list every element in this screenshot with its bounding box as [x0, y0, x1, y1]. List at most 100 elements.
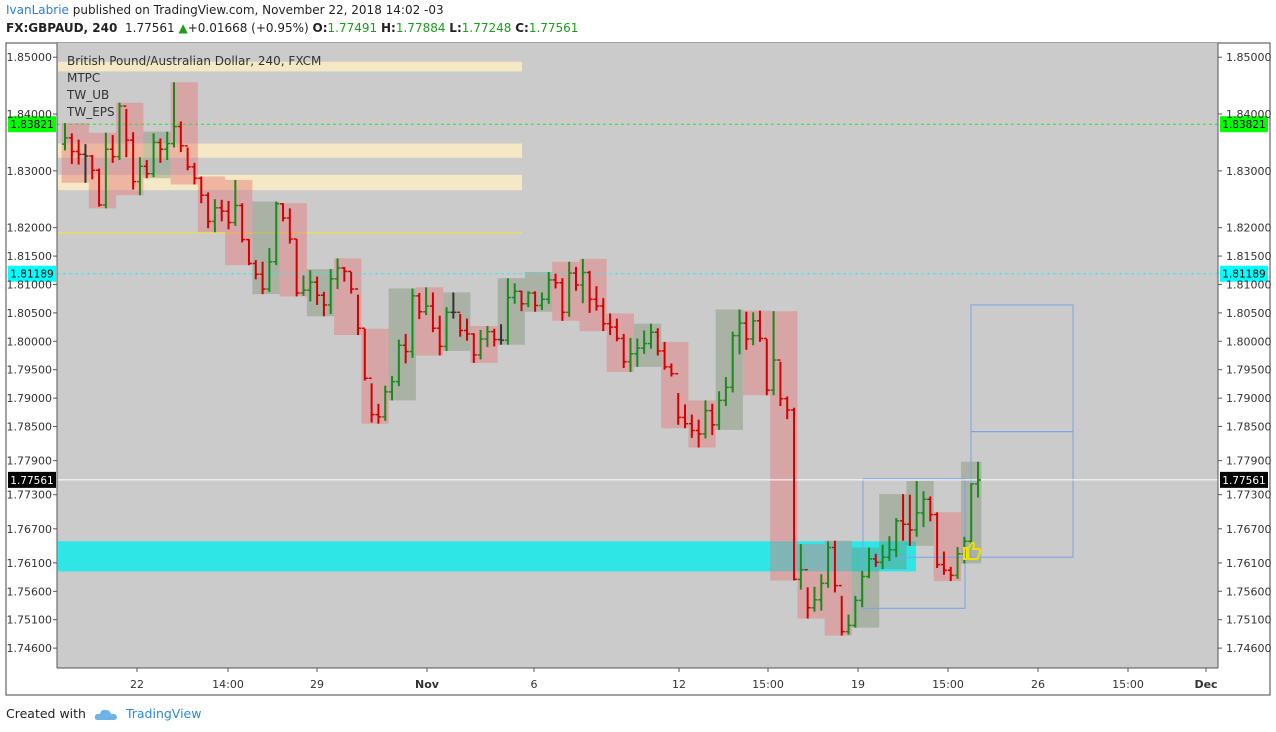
high-value: 1.77884 [395, 21, 446, 35]
x-tick-label: 15:00 [932, 678, 964, 691]
x-tick-label: 15:00 [752, 678, 784, 691]
x-tick-label: Nov [415, 678, 440, 691]
ohlc-bar [239, 203, 246, 243]
candle-boxes-layer [61, 82, 982, 636]
ohlc-bar [770, 311, 777, 396]
period-box [661, 341, 689, 429]
tradingview-link[interactable]: TradingView [125, 706, 202, 721]
y-tick-label: 1.77300 [1226, 489, 1272, 502]
ohlc-bar [573, 266, 580, 291]
price-label-bg [1220, 116, 1268, 133]
y-tick-label: 1.74600 [7, 642, 53, 655]
ohlc-bar [205, 192, 212, 229]
y-tick-label: 1.76100 [1226, 557, 1272, 570]
symbol-info: FX:GBPAUD, 240 1.77561 ▲+0.01668 (+0.95%… [6, 21, 578, 35]
ohlc-bar [872, 553, 879, 567]
zone-3 [58, 174, 522, 191]
ohlc-bar [232, 179, 239, 226]
ohlc-bar [136, 157, 143, 196]
ohlc-bar [879, 544, 886, 570]
ohlc-bar [150, 133, 157, 178]
y-tick-label: 1.75600 [1226, 585, 1272, 598]
period-box [824, 540, 852, 636]
y-tick-label: 1.79000 [1226, 392, 1272, 405]
ohlc-bar [102, 132, 109, 209]
y-tick-label: 1.79500 [7, 364, 53, 377]
ohlc-bar [763, 337, 770, 396]
ohlc-bar [402, 333, 409, 364]
ohlc-bar [709, 403, 716, 436]
ohlc-bar [777, 359, 784, 407]
y-axis-left: 1.83821 1.81189 1.77561 1.85000 1.84000 1.830… [7, 43, 58, 668]
ohlc-bar [729, 331, 736, 393]
x-tick-label: 29 [310, 678, 324, 691]
price-label: 1.81189 [1222, 269, 1265, 281]
ohlc-bar [511, 283, 518, 304]
ohlc-bar [566, 261, 573, 317]
ohlc-bar [797, 544, 804, 590]
y-tick-label: 1.77900 [7, 455, 53, 468]
up-triangle-icon: ▲ [178, 21, 188, 35]
ohlc-bar [470, 333, 477, 363]
ohlc-bar [300, 275, 307, 296]
price-label: 1.77561 [1222, 475, 1265, 487]
y-tick-label: 1.82000 [1226, 222, 1272, 235]
ohlc-bar [607, 313, 614, 336]
ohlc-bar [327, 269, 334, 315]
y-tick-label: 1.77900 [1226, 455, 1272, 468]
y-axis-right: 1.83821 1.81189 1.77561 1.85000 1.84000 1.830… [1217, 43, 1272, 668]
period-box [497, 278, 525, 345]
legend-item-mtpc: MTPC [67, 71, 100, 85]
ohlc-bar [361, 327, 368, 381]
legend-title: British Pound/Australian Dollar, 240, FX… [67, 54, 321, 68]
y-tick-label: 1.80000 [7, 335, 53, 348]
ohlc-bar [116, 102, 123, 161]
footer: Created with TradingView [6, 706, 201, 722]
ohlc-bar [354, 288, 361, 336]
y-tick-label: 1.82000 [7, 222, 53, 235]
x-tick-label: 15:00 [1112, 678, 1144, 691]
ohlc-bar [586, 270, 593, 313]
legend-item-tw-eps: TW_EPS [66, 105, 115, 119]
y-tick-label: 1.80500 [1226, 307, 1272, 320]
last-price: 1.77561 [125, 21, 175, 35]
zone-1 [58, 61, 522, 72]
period-box [61, 123, 89, 183]
period-box [334, 258, 362, 336]
ohlc-bar [831, 540, 838, 593]
period-box [715, 309, 743, 430]
y-tick-label: 1.74600 [1226, 642, 1272, 655]
price-label: 1.83821 [1222, 119, 1265, 131]
period-box [252, 201, 280, 295]
ohlc-bar [722, 377, 729, 407]
y-tick-label: 1.85000 [7, 51, 53, 64]
zones-layer [58, 61, 916, 572]
ohlc-bar [893, 518, 900, 558]
ohlc-bar [491, 328, 498, 347]
author-link[interactable]: IvanLabrie [6, 3, 69, 17]
ohlc-bar [845, 614, 852, 635]
ohlc-bar [627, 337, 634, 372]
ohlc-bar [593, 286, 600, 311]
y-tick-label: 1.83000 [7, 165, 53, 178]
ohlc-bar [784, 396, 791, 420]
ohlc-bar [184, 145, 191, 171]
ohlc-bar [954, 546, 961, 579]
ohlc-bars-layer [62, 82, 981, 636]
ohlc-bar [504, 278, 511, 345]
period-box [770, 311, 798, 581]
period-box [933, 512, 961, 582]
period-box [579, 258, 607, 332]
ohlc-bar [654, 328, 661, 356]
period-box [415, 287, 444, 356]
ohlc-bar [552, 273, 559, 289]
price-change: +0.01668 (+0.95%) [187, 21, 309, 35]
period-box [524, 271, 553, 312]
price-label: 1.81189 [10, 269, 53, 281]
ohlc-bar [859, 570, 866, 608]
ohlc-bar [968, 483, 975, 546]
symbol-name: FX:GBPAUD, 240 [6, 21, 118, 35]
ohlc-bar [688, 414, 695, 438]
ohlc-bar [947, 566, 954, 582]
